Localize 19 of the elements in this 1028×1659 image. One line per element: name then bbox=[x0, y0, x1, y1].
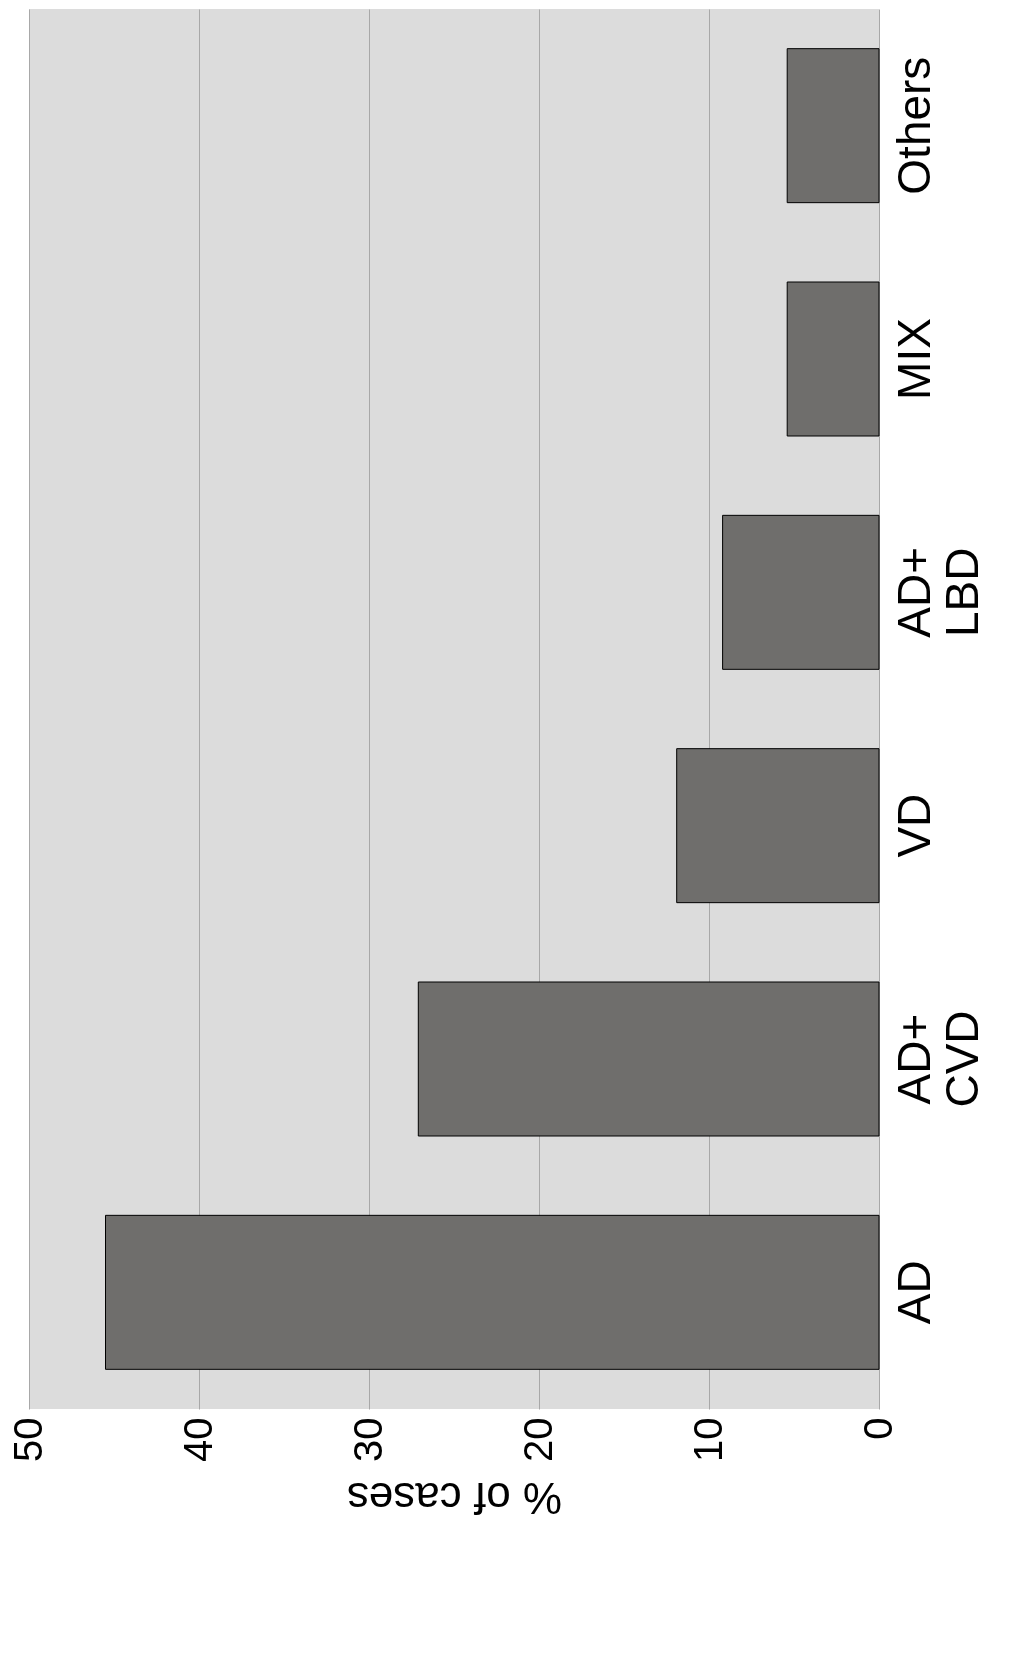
x-tick-label: 50 bbox=[5, 1417, 50, 1462]
x-tick-label: 30 bbox=[345, 1417, 390, 1462]
y-tick-label: AD+ LBD bbox=[887, 546, 988, 638]
bar bbox=[786, 48, 880, 204]
bar bbox=[105, 1214, 880, 1370]
bar bbox=[722, 514, 880, 670]
y-tick-label: VD bbox=[887, 793, 940, 858]
y-tick-label: Others bbox=[887, 56, 940, 195]
x-tick-label: 20 bbox=[515, 1417, 560, 1462]
x-axis-title: % of cases bbox=[346, 1473, 563, 1523]
y-tick-label: AD bbox=[887, 1260, 940, 1325]
bar bbox=[676, 748, 880, 904]
bar bbox=[786, 281, 880, 437]
x-tick-label: 10 bbox=[685, 1417, 730, 1462]
y-tick-label: AD+ CVD bbox=[887, 1010, 988, 1108]
x-tick-label: 40 bbox=[175, 1417, 220, 1462]
x-tick-label: 0 bbox=[855, 1417, 900, 1440]
y-tick-label: MIX bbox=[887, 318, 940, 400]
bar bbox=[417, 981, 880, 1137]
